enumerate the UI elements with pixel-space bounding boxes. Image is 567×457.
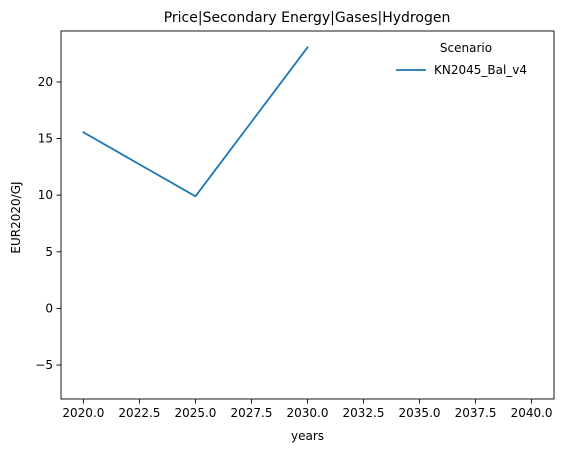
x-axis-label: years bbox=[291, 429, 324, 443]
axes-frame bbox=[60, 30, 555, 400]
y-axis-label: EUR2020/GJ bbox=[9, 181, 23, 253]
x-tick-label: 2025.0 bbox=[174, 406, 216, 420]
x-tick-label: 2022.5 bbox=[118, 406, 160, 420]
x-tick-label: 2030.0 bbox=[287, 406, 329, 420]
chart-title: Price|Secondary Energy|Gases|Hydrogen bbox=[164, 10, 451, 26]
x-tick-label: 2040.0 bbox=[511, 406, 553, 420]
x-tick-label: 2020.0 bbox=[62, 406, 104, 420]
y-tick-label: 0 bbox=[45, 301, 53, 315]
series-line bbox=[82, 46, 309, 198]
x-tick-label: 2037.5 bbox=[455, 406, 497, 420]
y-tick-label: 5 bbox=[45, 245, 53, 259]
x-tick-label: 2035.0 bbox=[399, 406, 441, 420]
x-tick-label: 2027.5 bbox=[230, 406, 272, 420]
y-tick-label: 10 bbox=[38, 188, 53, 202]
x-tick-label: 2032.5 bbox=[343, 406, 385, 420]
legend: Scenario KN2045_Bal_v4 bbox=[396, 41, 527, 77]
plot-area: 2020.0 2022.5 2025.0 2027.5 2030.0 2032.5 2035… bbox=[35, 30, 555, 420]
legend-title: Scenario bbox=[440, 41, 492, 55]
legend-series-label: KN2045_Bal_v4 bbox=[434, 63, 527, 77]
y-tick-label: 20 bbox=[38, 75, 53, 89]
y-tick-label: 15 bbox=[38, 132, 53, 146]
y-tick-label: −5 bbox=[35, 358, 53, 372]
